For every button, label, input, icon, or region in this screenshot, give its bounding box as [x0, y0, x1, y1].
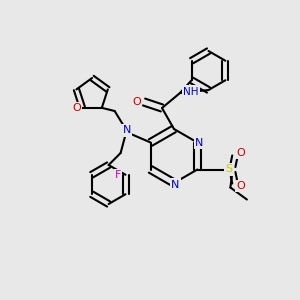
Text: O: O: [132, 97, 141, 107]
Text: O: O: [236, 148, 245, 158]
Text: NH: NH: [183, 86, 199, 97]
Text: N: N: [195, 137, 203, 148]
Text: S: S: [225, 164, 233, 175]
Text: N: N: [122, 125, 131, 136]
Text: F: F: [115, 170, 121, 180]
Text: O: O: [236, 181, 245, 191]
Text: N: N: [171, 179, 180, 190]
Text: O: O: [72, 103, 81, 113]
